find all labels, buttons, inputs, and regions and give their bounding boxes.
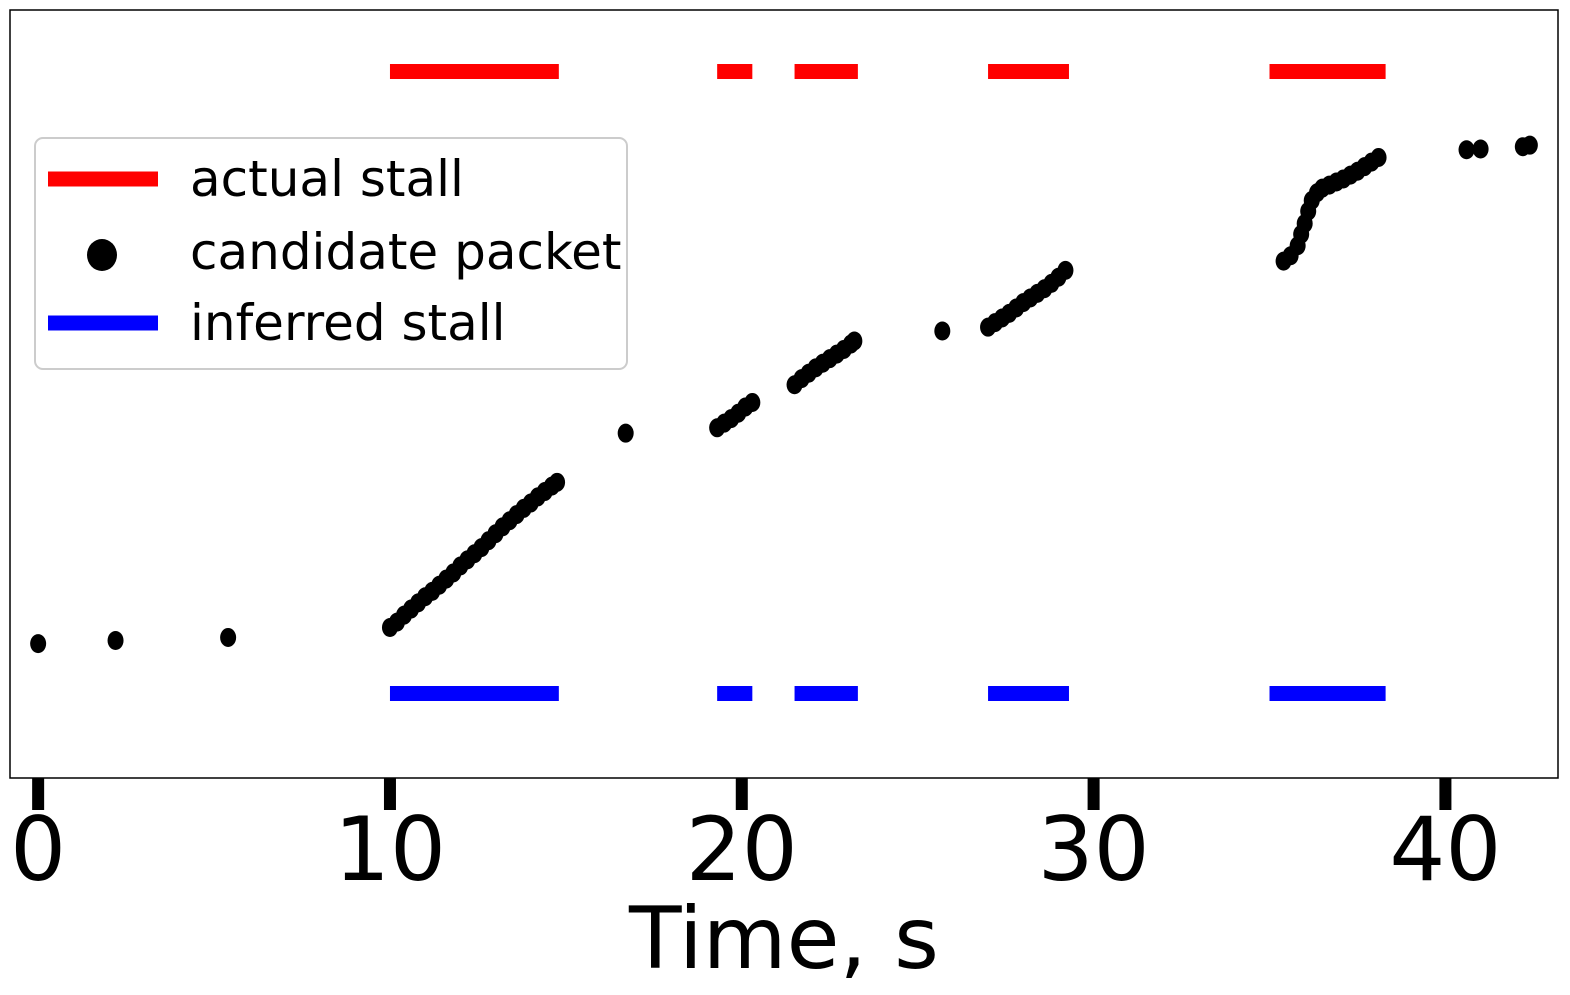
candidate-packet-point <box>1472 139 1489 159</box>
candidate-packet-point <box>30 634 47 654</box>
candidate-packet-point <box>846 331 863 351</box>
candidate-packet-point <box>220 627 237 647</box>
x-axis: 0 10 20 30 40 <box>10 778 1501 901</box>
legend-box <box>34 137 628 370</box>
x-tick-label: 30 <box>1038 798 1150 901</box>
legend-marker-swatch <box>87 239 117 271</box>
plot-frame <box>9 9 1559 779</box>
candidate-packet-point <box>549 472 566 492</box>
x-tick-label: 20 <box>686 798 798 901</box>
candidate-packet-point <box>1521 135 1538 155</box>
legend-label: candidate packet <box>190 223 622 281</box>
x-tick-label: 10 <box>334 798 446 901</box>
x-tick-label: 0 <box>10 798 66 901</box>
legend-label: inferred stall <box>190 294 506 352</box>
legend: actual stall candidate packet inferred sta… <box>34 137 628 370</box>
candidate-packet-point <box>934 321 951 341</box>
x-tick-label: 40 <box>1389 798 1501 901</box>
candidate-packet-point <box>107 631 124 651</box>
x-axis-label: Time, s <box>628 889 939 989</box>
legend-label: actual stall <box>190 150 464 208</box>
candidate-packet-point <box>1057 260 1074 280</box>
candidate-packet-point <box>744 392 761 412</box>
candidate-packet-series <box>30 135 1538 654</box>
candidate-packet-point <box>1458 140 1475 160</box>
candidate-packet-point <box>617 423 634 443</box>
candidate-packet-point <box>1370 147 1387 167</box>
